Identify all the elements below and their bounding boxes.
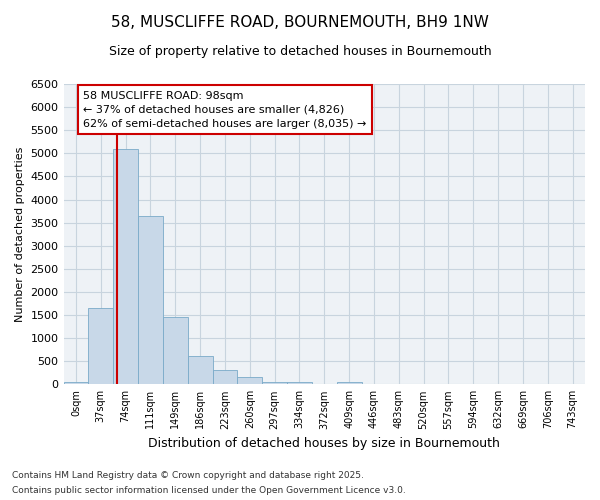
Bar (337, 382, 362, 384)
Bar (188, 356, 212, 384)
Text: 58, MUSCLIFFE ROAD, BOURNEMOUTH, BH9 1NW: 58, MUSCLIFFE ROAD, BOURNEMOUTH, BH9 1NW (111, 15, 489, 30)
Bar (64, 382, 88, 384)
Bar (113, 148, 138, 384)
Bar (138, 216, 163, 384)
Bar (238, 378, 262, 384)
Text: Contains public sector information licensed under the Open Government Licence v3: Contains public sector information licen… (12, 486, 406, 495)
Bar (212, 370, 238, 384)
Bar (287, 382, 312, 384)
Bar (88, 308, 113, 384)
Text: Contains HM Land Registry data © Crown copyright and database right 2025.: Contains HM Land Registry data © Crown c… (12, 471, 364, 480)
Y-axis label: Number of detached properties: Number of detached properties (15, 146, 25, 322)
Text: 58 MUSCLIFFE ROAD: 98sqm
← 37% of detached houses are smaller (4,826)
62% of sem: 58 MUSCLIFFE ROAD: 98sqm ← 37% of detach… (83, 91, 367, 129)
Bar (163, 318, 188, 384)
Text: Size of property relative to detached houses in Bournemouth: Size of property relative to detached ho… (109, 45, 491, 58)
X-axis label: Distribution of detached houses by size in Bournemouth: Distribution of detached houses by size … (148, 437, 500, 450)
Bar (262, 382, 287, 384)
